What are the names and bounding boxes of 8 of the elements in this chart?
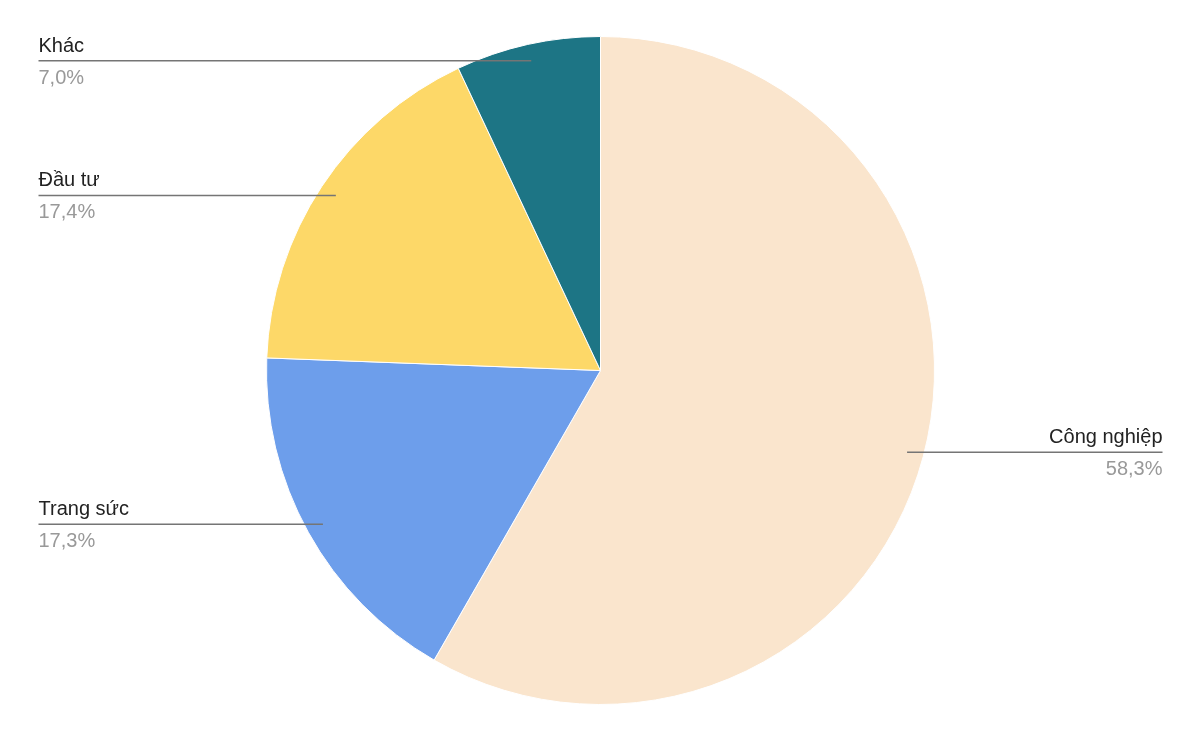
data-label: 7,0% bbox=[38, 65, 85, 88]
slice-label: Công nghiệp bbox=[1049, 425, 1163, 448]
slice-label: Khác bbox=[38, 33, 85, 56]
data-label: 17,4% bbox=[38, 200, 96, 223]
slice-label: Trang sức bbox=[38, 497, 129, 520]
data-label: 17,3% bbox=[38, 529, 96, 552]
slice-label: Đầu tư bbox=[38, 168, 100, 191]
data-label: 58,3% bbox=[1105, 457, 1163, 480]
